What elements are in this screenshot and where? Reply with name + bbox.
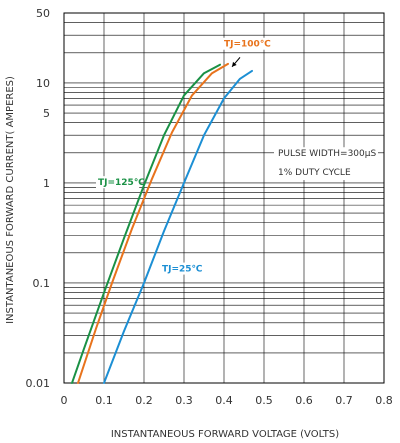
series-label-group: TJ=125℃ TJ=100℃ TJ=25℃	[96, 37, 271, 275]
series-line	[103, 69, 253, 384]
y-tick-label: 10	[36, 77, 50, 90]
pulse-width-note: PULSE WIDTH=300μS	[278, 149, 376, 159]
x-tick-label: 0	[61, 394, 68, 407]
annotation-box: PULSE WIDTH=300μS 1% DUTY CYCLE	[274, 147, 378, 181]
tick-label-group: 0 0.1 0.2 0.3 0.4 0.5 0.6 0.7 0.8 50 10 5 1 0.1 0.01	[26, 7, 393, 407]
plot-frame	[63, 12, 385, 384]
x-tick-label: 0.5	[255, 394, 273, 407]
y-tick-label: 1	[43, 177, 50, 190]
duty-cycle-note: 1% DUTY CYCLE	[278, 168, 351, 178]
series-label: TJ=100℃	[224, 40, 271, 50]
series-group	[71, 62, 253, 384]
y-axis-title: INSTANTANEOUS FORWARD CURRENT( AMPERES)	[5, 76, 16, 324]
y-tick-label: 0.01	[26, 377, 51, 390]
y-tick-label: 5	[43, 107, 50, 120]
series-label: TJ=25℃	[162, 265, 203, 275]
series-label-background	[160, 262, 198, 275]
x-tick-label: 0.2	[135, 394, 153, 407]
y-tick-label: 50	[36, 7, 50, 20]
series-label: TJ=125℃	[98, 178, 145, 188]
x-tick-label: 0.3	[175, 394, 193, 407]
x-tick-label: 0.4	[215, 394, 233, 407]
x-tick-label: 0.1	[95, 394, 113, 407]
grid	[64, 13, 384, 383]
y-tick-label: 0.1	[33, 277, 51, 290]
x-tick-label: 0.8	[375, 394, 393, 407]
arrow-head	[232, 61, 237, 67]
series-line	[77, 62, 229, 384]
series-label-background	[222, 37, 266, 50]
series-line	[71, 63, 221, 384]
series-label-background	[96, 176, 140, 189]
x-axis-title: INSTANTANEOUS FORWARD VOLTAGE (VOLTS)	[111, 429, 339, 440]
x-tick-label: 0.7	[335, 394, 353, 407]
x-tick-label: 0.6	[295, 394, 313, 407]
